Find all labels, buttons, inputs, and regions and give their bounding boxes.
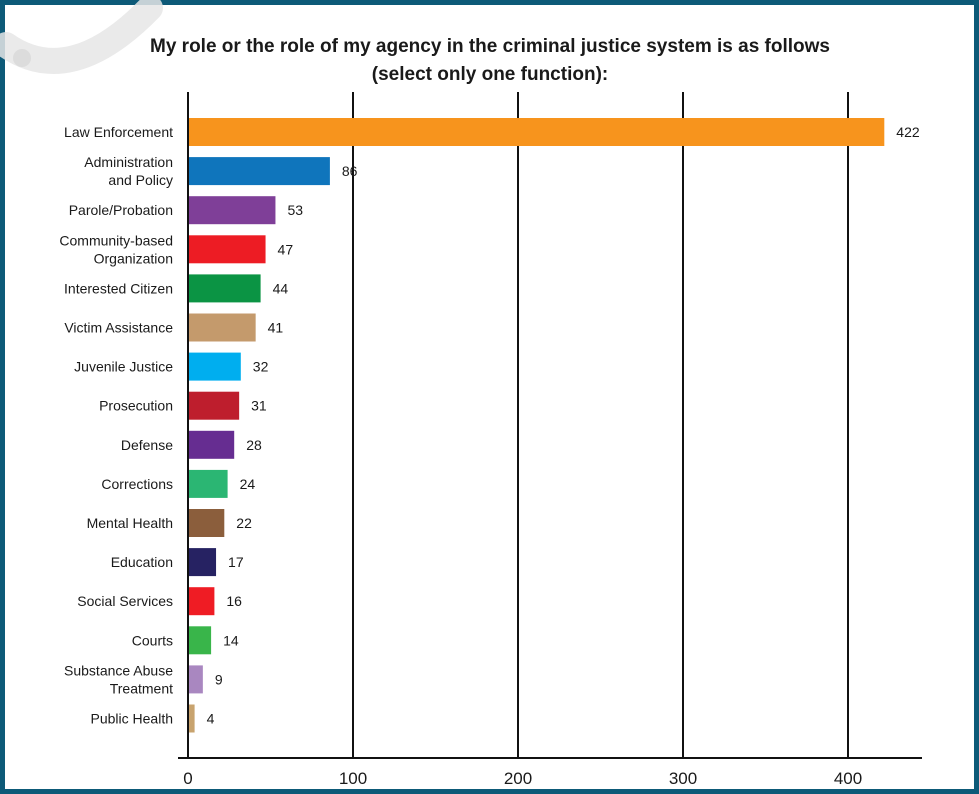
bar-2 bbox=[188, 196, 276, 225]
category-label-6: Juvenile Justice bbox=[74, 359, 173, 375]
category-label-14: Substance Abuse Treatment bbox=[64, 662, 173, 696]
value-label-5: 41 bbox=[268, 320, 284, 336]
bar-6 bbox=[188, 352, 241, 381]
bar-14 bbox=[188, 665, 203, 694]
value-label-9: 24 bbox=[240, 476, 256, 492]
value-label-14: 9 bbox=[215, 671, 223, 687]
category-label-15: Public Health bbox=[91, 711, 174, 727]
category-label-9: Corrections bbox=[101, 476, 173, 492]
x-tick-label-200: 200 bbox=[504, 769, 532, 788]
category-label-11: Education bbox=[111, 554, 173, 570]
x-tick-label-0: 0 bbox=[183, 769, 192, 788]
grid-lines bbox=[352, 92, 849, 758]
value-label-15: 4 bbox=[207, 711, 215, 727]
value-label-11: 17 bbox=[228, 554, 244, 570]
category-label-5: Victim Assistance bbox=[64, 320, 173, 336]
bar-15 bbox=[188, 704, 195, 733]
bar-7 bbox=[188, 391, 240, 420]
category-label-12: Social Services bbox=[77, 593, 173, 609]
bar-11 bbox=[188, 548, 217, 577]
value-label-0: 422 bbox=[896, 124, 920, 140]
x-tick-label-300: 300 bbox=[669, 769, 697, 788]
value-label-6: 32 bbox=[253, 359, 269, 375]
chart-title-line-1: My role or the role of my agency in the … bbox=[150, 36, 830, 57]
value-label-1: 86 bbox=[342, 163, 358, 179]
category-label-4: Interested Citizen bbox=[64, 280, 173, 296]
axes bbox=[178, 92, 922, 759]
value-label-10: 22 bbox=[236, 515, 252, 531]
bar-12 bbox=[188, 587, 215, 616]
category-label-7: Prosecution bbox=[99, 398, 173, 414]
value-label-7: 31 bbox=[251, 398, 267, 414]
category-label-3: Community-based Organization bbox=[59, 232, 173, 266]
bar-5 bbox=[188, 313, 256, 342]
category-labels: Law Enforcement Administration and Policy P… bbox=[59, 124, 173, 727]
value-label-8: 28 bbox=[246, 437, 262, 453]
value-label-2: 53 bbox=[287, 202, 303, 218]
x-tick-labels: 0 100 200 300 400 bbox=[183, 769, 862, 788]
bar-0 bbox=[188, 118, 885, 146]
category-label-2: Parole/Probation bbox=[69, 202, 173, 218]
bar-13 bbox=[188, 626, 212, 655]
value-label-3: 47 bbox=[278, 241, 294, 257]
bar-1 bbox=[188, 157, 330, 186]
bar-4 bbox=[188, 274, 261, 303]
chart-title-line-2: (select only one function): bbox=[372, 64, 608, 85]
x-tick-label-100: 100 bbox=[339, 769, 367, 788]
bar-10 bbox=[188, 509, 225, 537]
value-label-12: 16 bbox=[226, 593, 242, 609]
bars bbox=[188, 118, 885, 733]
value-label-4: 44 bbox=[273, 280, 289, 296]
category-label-1: Administration and Policy bbox=[84, 154, 173, 188]
value-label-13: 14 bbox=[223, 632, 239, 648]
category-label-8: Defense bbox=[121, 437, 173, 453]
bar-3 bbox=[188, 235, 266, 264]
x-tick-label-400: 400 bbox=[834, 769, 862, 788]
category-label-13: Courts bbox=[132, 632, 173, 648]
category-label-0: Law Enforcement bbox=[64, 124, 173, 140]
bar-9 bbox=[188, 469, 228, 498]
bar-8 bbox=[188, 430, 235, 459]
value-labels: 422 86 53 47 44 41 32 31 28 24 22 17 16 14 9 4 bbox=[207, 124, 920, 727]
category-label-10: Mental Health bbox=[87, 515, 173, 531]
